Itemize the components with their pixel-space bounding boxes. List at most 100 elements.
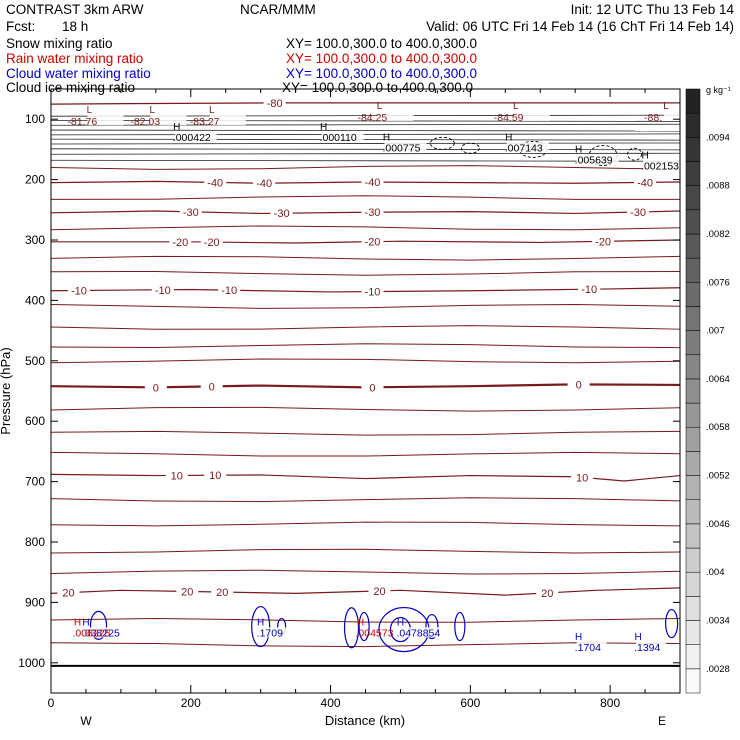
colorbar-tick-label: .0046 [706,519,730,530]
extremum-label-bg [258,627,289,638]
extremum-label-bg [377,110,414,121]
cloud-water-contour [251,605,271,648]
isotherm-label: -30 [183,207,199,219]
isotherm-label: -40 [207,177,223,189]
upper-level-contour [50,142,681,145]
background-contour [50,406,681,412]
cloud-water-extremum-high: H [575,632,582,643]
background-contour [50,165,681,170]
cloud-water-extremum-high: H [257,617,264,628]
colorbar-cell [685,378,701,404]
colorbar-cell [685,306,701,331]
extremum-label-bg [150,115,187,126]
rain-extremum-value: .004573 [356,627,394,639]
x-tick-label: 200 [181,696,201,710]
colorbar-cell [685,402,701,428]
cloud-water-contour [454,611,466,642]
cloud-water-extremum-value: .1709 [257,627,283,639]
colorbar-tick-label: .0028 [706,664,730,675]
east-label: E [658,714,666,728]
isotherm-label-bg [361,206,384,219]
isotherm-label-bg [179,205,202,218]
background-contour [50,430,681,436]
cloud-water-extremum-value: .1394 [634,642,660,654]
ice-extremum-high: H [173,122,180,133]
isotherm-label: -10 [155,285,171,297]
background-contour [50,225,681,231]
ice-extremum-low: L [209,105,215,116]
extremum-label-bg [664,110,689,121]
isotherm-label-bg [361,285,384,298]
background-contour [50,304,681,309]
extremum-label-bg [513,110,550,121]
isotherm-label: 0 [369,382,375,394]
colorbar-tick-label: .0052 [706,471,730,482]
colorbar-cell [685,282,701,307]
extremum-label-bg [209,115,246,126]
isotherm-label-bg [368,584,391,597]
colorbar-cell [685,451,701,476]
y-tick-label: 400 [25,293,45,307]
field-name-snow: Snow mixing ratio [6,36,113,51]
field-name-cloud-water: Cloud water mixing ratio [6,66,151,81]
upper-level-contour [50,148,681,151]
isotherm--20 [51,239,681,244]
isotherm-label: -30 [630,207,646,219]
colorbar-unit: g kg⁻¹ [706,85,731,95]
isotherm-label-bg [204,176,227,189]
upper-level-contour [50,159,681,162]
cloud-water-extremum-value: .1704 [575,642,601,654]
colorbar-cell [685,354,701,380]
isotherm-label: -40 [637,177,653,189]
isotherm-label-bg [144,381,167,394]
isotherm-label: 20 [541,588,553,600]
rain-extremum-high: H [357,617,364,628]
isotherm-label: 20 [62,588,74,600]
y-tick-label: 300 [25,233,45,247]
ice-extremum-value: .000110 [320,132,357,144]
isotherm-label: -20 [204,237,220,249]
colorbar-cell [685,257,701,283]
y-tick-label: 900 [25,595,45,609]
y-tick-label: 600 [25,414,45,428]
ice-extremum-value: -84.59 [494,112,524,124]
colorbar-cell [685,185,701,211]
model-title: CONTRAST 3km ARW [6,2,144,17]
extremum-label-bg [643,160,686,171]
x-tick-label: 600 [460,696,480,710]
extrema-labels: L-81.76L-82.03L-83.27L-84.25L-84.59L-88.… [67,101,689,654]
isotherm-label-bg [361,235,384,248]
y-tick-label: 200 [25,173,45,187]
extremum-label-bg [83,627,126,638]
colorbar-cell [685,523,701,549]
isotherm-label: -40 [365,177,381,189]
extremum-label-bg [636,641,667,652]
field-xy-snow: XY= 100.0,300.0 to 400.0,300.0 [286,36,478,51]
center-name: NCAR/MMM [240,2,316,17]
isotherm-label: 20 [181,586,193,598]
background-contour [50,642,681,648]
colorbar-cell [685,426,701,452]
extremum-label-bg [398,627,447,638]
colorbar-cell [685,161,701,186]
y-tick-label: 700 [25,475,45,489]
isotherm-label-bg [67,284,90,297]
isotherm-label: 10 [209,470,221,482]
colorbar-cell [685,668,701,694]
extremum-label-bg [174,132,217,143]
colorbar-tick-label: .0088 [706,181,730,192]
colorbar-tick-label: .0082 [706,229,730,240]
colorbar-cell [685,499,701,525]
colorbar-cell [685,233,701,259]
y-axis-label: Pressure (hPa) [0,347,13,434]
upper-level-contour [50,152,681,155]
ice-extremum-high: H [320,122,327,133]
isotherm-label-bg [218,284,241,297]
isotherm-label-bg [592,235,615,248]
colorbar-tick-label: .004 [706,567,725,578]
isotherm-label: 10 [576,472,588,484]
colorbar-cell [685,330,701,356]
colorbar-cell [685,620,701,645]
upper-level-contour [50,133,681,136]
isotherm-label: 20 [373,586,385,598]
